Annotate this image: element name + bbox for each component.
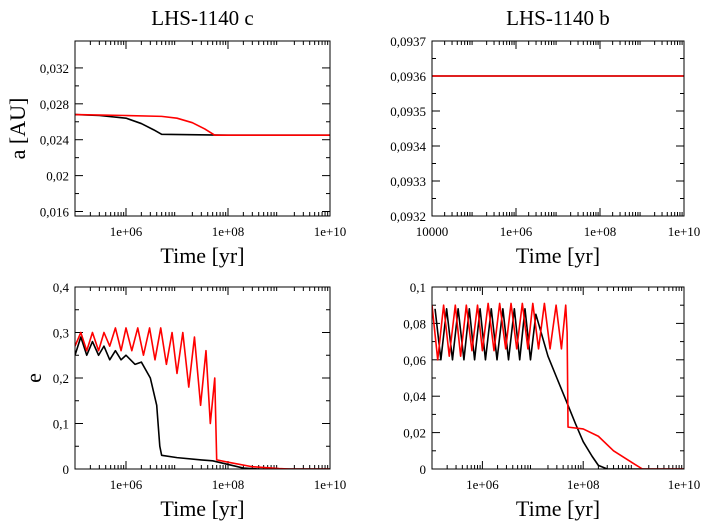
- panel: 10000 1e+06 1e+08 1e+10 0,0932 0,0933 0,0934 0,…: [390, 6, 700, 268]
- x-axis-label: Time [yr]: [516, 496, 600, 521]
- plot-frame: [431, 40, 685, 217]
- y-tick-label: 0,024: [40, 133, 70, 148]
- y-tick-label: 0,4: [53, 280, 70, 295]
- y-tick-label: 0,02: [46, 169, 69, 184]
- x-tick-label: 1e+06: [110, 477, 143, 492]
- x-axis-label: Time [yr]: [516, 243, 600, 268]
- y-axis-label: a [AU]: [5, 98, 30, 160]
- y-tick-label: 0,08: [403, 316, 426, 331]
- y-tick-label: 0,1: [410, 280, 426, 295]
- x-tick-label: 1e+08: [212, 224, 245, 239]
- x-tick-label: 1e+06: [110, 224, 143, 239]
- panel-title: LHS-1140 c: [151, 6, 253, 30]
- y-axis-label: e: [21, 373, 46, 383]
- x-axis-label: Time [yr]: [160, 243, 244, 268]
- x-tick-label: 1e+06: [466, 477, 499, 492]
- panel-title: LHS-1140 b: [506, 6, 610, 30]
- y-tick-label: 0: [63, 462, 70, 477]
- y-tick-label: 0,0932: [390, 209, 426, 224]
- panel: 1e+06 1e+08 1e+10 0,016 0,02 0,024 0,028 0,032 L…: [5, 6, 346, 268]
- series-line: [75, 327, 330, 469]
- y-tick-label: 0: [420, 462, 427, 477]
- y-tick-label: 0,0933: [390, 174, 426, 189]
- x-tick-label: 1e+08: [212, 477, 245, 492]
- plot-frame: [74, 286, 331, 470]
- y-tick-label: 0,0937: [390, 34, 426, 49]
- x-tick-label: 10000: [416, 224, 449, 239]
- x-tick-label: 1e+10: [668, 224, 701, 239]
- x-tick-label: 1e+10: [314, 224, 347, 239]
- plot-frame: [431, 286, 685, 470]
- y-tick-label: 0,0936: [390, 69, 426, 84]
- y-tick-label: 0,06: [403, 353, 426, 368]
- series-line: [432, 302, 684, 469]
- panel: 1e+06 1e+08 1e+10 0 0,1 0,2 0,3 0,4 Time [yr] e: [21, 280, 346, 521]
- y-tick-label: 0,032: [40, 61, 69, 76]
- y-tick-label: 0,04: [403, 389, 426, 404]
- y-tick-label: 0,028: [40, 97, 69, 112]
- y-tick-label: 0,0935: [390, 104, 426, 119]
- x-axis-label: Time [yr]: [160, 496, 244, 521]
- series-line: [75, 113, 330, 137]
- y-tick-label: 0,1: [53, 417, 69, 432]
- y-tick-label: 0,0934: [390, 139, 426, 154]
- x-tick-label: 1e+08: [567, 477, 600, 492]
- series-line: [75, 113, 330, 137]
- series-line: [434, 308, 684, 469]
- x-tick-label: 1e+10: [668, 477, 701, 492]
- y-tick-label: 0,016: [40, 205, 70, 220]
- y-tick-label: 0,2: [53, 371, 69, 386]
- series-line: [75, 336, 330, 469]
- x-tick-label: 1e+08: [584, 224, 617, 239]
- x-tick-label: 1e+10: [314, 477, 347, 492]
- y-tick-label: 0,02: [403, 426, 426, 441]
- panel: 1e+06 1e+08 1e+10 0 0,02 0,04 0,06 0,08 0,1 Time …: [403, 280, 700, 521]
- x-tick-label: 1e+06: [500, 224, 533, 239]
- plot-frame: [74, 40, 331, 217]
- y-tick-label: 0,3: [53, 326, 69, 341]
